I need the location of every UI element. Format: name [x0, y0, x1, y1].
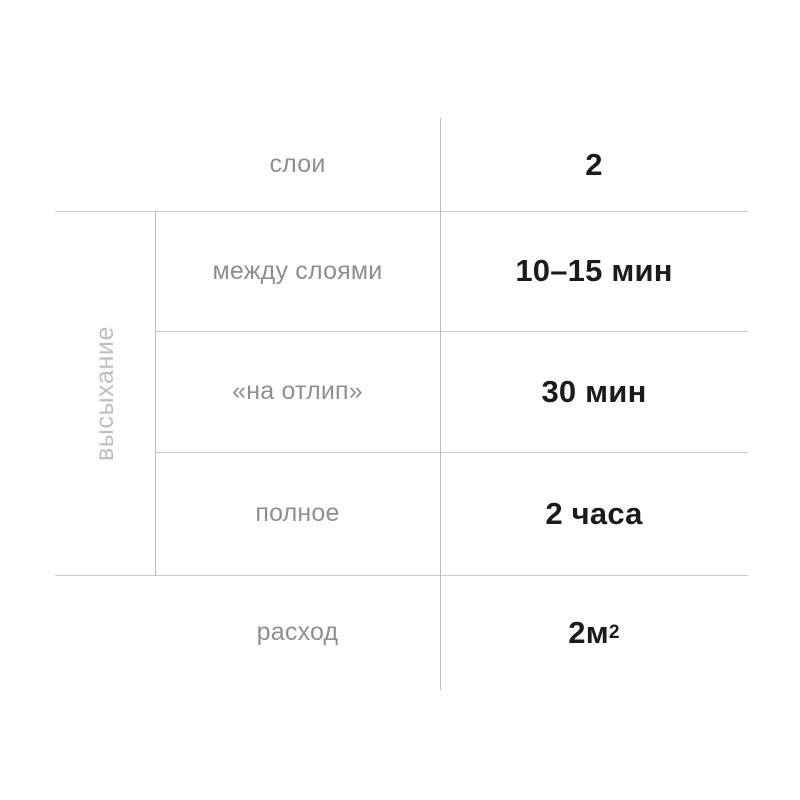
group-label-text: высыхание — [90, 326, 119, 461]
row-value-polnoe: 2 часа — [545, 495, 643, 531]
group-label-drying: высыхание — [55, 211, 155, 576]
rule-column-divider — [440, 118, 441, 690]
row-label-rashod: расход — [256, 618, 339, 646]
row-value-na-otlip: 30 мин — [541, 373, 647, 409]
row-value-rashod: 2м 2 — [568, 614, 620, 650]
rule-row-divider-3 — [155, 452, 748, 453]
row-value-rashod-base: 2м — [568, 614, 609, 650]
rule-row-divider-4 — [55, 575, 748, 576]
row-label-polnoe: полное — [255, 499, 340, 527]
row-label-sloi: слои — [269, 150, 326, 178]
rule-row-divider-2 — [155, 331, 748, 332]
row-label-na-otlip: «на отлип» — [232, 377, 363, 405]
row-value-mezhdu-sloyami: 10–15 мин — [515, 253, 673, 288]
rule-row-divider-1 — [55, 211, 748, 212]
row-label-mezhdu-sloyami: между слоями — [212, 256, 383, 285]
row-value-sloi: 2 — [585, 146, 603, 182]
rule-group-divider — [155, 211, 156, 576]
